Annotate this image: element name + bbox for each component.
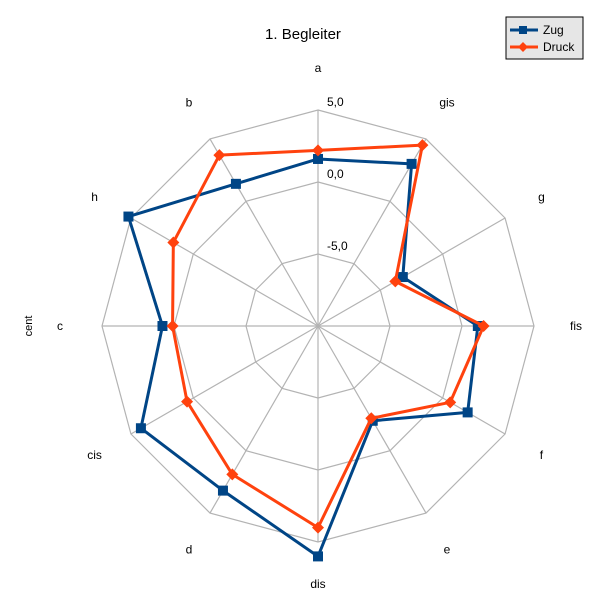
data-point	[477, 320, 490, 332]
legend: Zug Druck	[505, 16, 584, 60]
data-point	[123, 211, 134, 222]
data-point	[167, 236, 180, 249]
legend-label: Zug	[543, 23, 564, 37]
series-line	[126, 157, 480, 558]
y-axis-label: cent	[23, 316, 35, 337]
grid-spoke	[130, 217, 319, 327]
category-label: f	[540, 448, 544, 462]
grid-spoke	[130, 325, 319, 435]
series-line	[171, 143, 486, 530]
data-point	[230, 178, 241, 189]
series-layer	[123, 139, 490, 562]
category-label: d	[186, 542, 193, 556]
category-label: b	[186, 96, 193, 110]
legend-marker	[518, 42, 528, 52]
data-point	[181, 395, 194, 408]
category-label: c	[57, 319, 63, 333]
category-label: h	[91, 190, 98, 204]
legend-entry: Druck	[510, 40, 575, 54]
grid-spoke	[317, 325, 506, 435]
data-point	[389, 275, 402, 288]
data-point	[166, 320, 179, 332]
data-point	[312, 521, 324, 534]
data-point	[217, 485, 228, 496]
tick-label: -5,0	[327, 239, 348, 253]
category-label: fis	[570, 319, 582, 333]
legend-marker	[519, 26, 527, 34]
radial-tick-labels: 5,0 0,0 -5,0	[327, 95, 348, 253]
data-point	[444, 396, 457, 409]
category-label: gis	[439, 96, 454, 110]
category-label: a	[315, 61, 322, 75]
grid-spoke	[209, 138, 319, 327]
series-druck	[166, 139, 490, 534]
radar-grid	[101, 109, 535, 543]
data-point	[213, 149, 226, 162]
category-labels: a gis g fis f e dis d cis c h b	[57, 61, 582, 591]
data-point	[226, 468, 239, 481]
tick-label: 5,0	[327, 95, 344, 109]
grid-spoke	[209, 325, 319, 514]
data-point	[462, 407, 473, 418]
category-label: dis	[310, 577, 325, 591]
data-point	[406, 158, 417, 169]
category-label: e	[444, 542, 451, 556]
data-point	[313, 153, 323, 164]
data-point	[312, 144, 324, 157]
category-label: cis	[87, 448, 102, 462]
legend-box	[505, 16, 584, 60]
grid-spoke	[317, 138, 427, 327]
data-point	[416, 139, 429, 152]
data-point	[135, 423, 146, 434]
grid-spoke	[317, 217, 506, 327]
category-label: g	[538, 190, 545, 204]
data-point	[365, 412, 378, 425]
legend-entry: Zug	[510, 23, 564, 37]
data-point	[313, 551, 323, 562]
data-point	[157, 321, 168, 331]
chart-title: 1. Begleiter	[265, 26, 341, 43]
tick-label: 0,0	[327, 167, 344, 181]
legend-label: Druck	[543, 40, 575, 54]
data-point	[397, 272, 408, 283]
